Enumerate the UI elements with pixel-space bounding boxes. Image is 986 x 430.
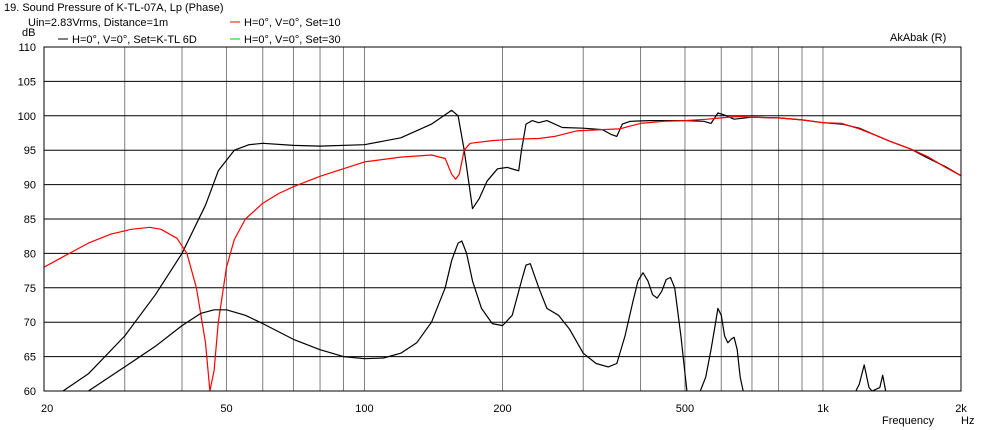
- x-axis-unit: Hz: [961, 415, 974, 427]
- x-tick-label: 100: [355, 403, 373, 415]
- y-tick-label: 90: [24, 180, 36, 192]
- y-tick-label: 75: [24, 283, 36, 295]
- x-tick-label: 2k: [955, 403, 967, 415]
- y-axis-label: dB: [22, 27, 35, 39]
- plot-area: [44, 109, 961, 391]
- x-tick-labels: 20 50 100 200 500 1k 2k: [41, 403, 967, 415]
- series-line-h-0-v-0-set-k-tl-6d: [62, 109, 961, 391]
- x-tick-label: 50: [220, 403, 232, 415]
- series-layer: [44, 109, 961, 391]
- x-axis-label: Frequency: [882, 415, 934, 427]
- plot-frame: [43, 46, 962, 392]
- x-tick-label: 500: [676, 403, 694, 415]
- y-tick-label: 60: [24, 386, 36, 398]
- y-tick-label: 65: [24, 352, 36, 364]
- x-tick-label: 20: [41, 403, 53, 415]
- software-tag: AkAbak (R): [890, 32, 946, 44]
- measurement-condition: Uin=2.83Vrms, Distance=1m: [28, 17, 168, 29]
- y-tick-label: 80: [24, 248, 36, 260]
- legend-label-set-k-tl-6d: H=0°, V=0°, Set=K-TL 6D: [72, 34, 197, 46]
- y-tick-label: 100: [18, 111, 36, 123]
- legend-label-set-10: H=0°, V=0°, Set=10: [244, 17, 341, 29]
- legend-label-set-30: H=0°, V=0°, Set=30: [244, 34, 341, 46]
- series-line-trace-4: [699, 307, 744, 391]
- y-tick-label: 95: [24, 145, 36, 157]
- grid: [43, 46, 962, 392]
- y-tick-labels: 60 65 70 75 80 85 90 95 100 105 110: [18, 42, 36, 398]
- y-tick-label: 70: [24, 317, 36, 329]
- series-line-trace-3: [88, 240, 688, 391]
- x-tick-label: 200: [493, 403, 511, 415]
- y-tick-label: 105: [18, 76, 36, 88]
- y-tick-label: 85: [24, 214, 36, 226]
- x-tick-label: 1k: [817, 403, 829, 415]
- series-line-trace-5: [855, 364, 887, 391]
- y-tick-label: 110: [18, 42, 36, 54]
- chart-title: 19. Sound Pressure of K-TL-07A, Lp (Phas…: [4, 2, 224, 14]
- legend: H=0°, V=0°, Set=10 H=0°, V=0°, Set=K-TL …: [58, 17, 341, 46]
- series-line-h-0-v-0-set-10: [44, 115, 961, 391]
